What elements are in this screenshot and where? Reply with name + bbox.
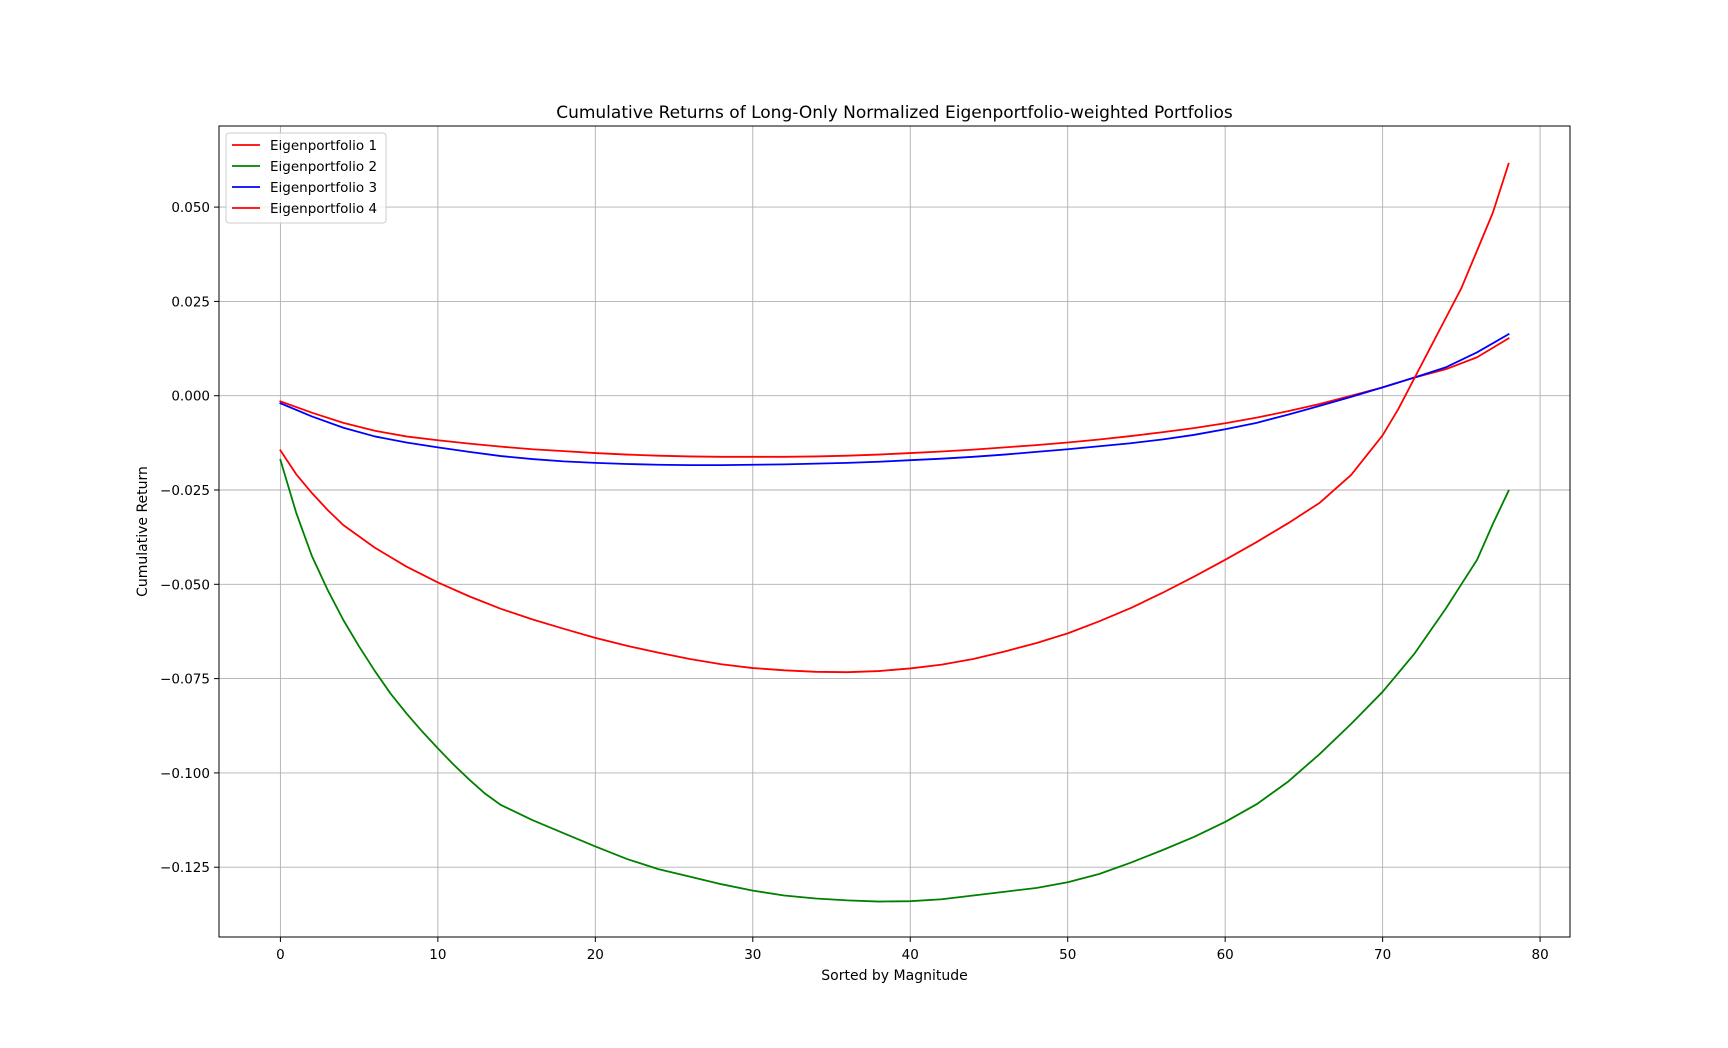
legend-label: Eigenportfolio 4 bbox=[270, 201, 377, 217]
legend-label: Eigenportfolio 2 bbox=[270, 159, 377, 175]
x-axis-label: Sorted by Magnitude bbox=[821, 968, 967, 984]
series-line-1 bbox=[279, 337, 1510, 458]
series-line-2 bbox=[279, 458, 1510, 903]
y-tick-label: 0.050 bbox=[171, 200, 210, 216]
y-tick-label: −0.075 bbox=[160, 672, 210, 688]
axes-frame bbox=[218, 125, 1571, 938]
x-tick-label: 80 bbox=[1531, 947, 1548, 963]
y-tick-label: −0.025 bbox=[160, 483, 210, 499]
series-layer bbox=[279, 162, 1510, 903]
x-tick-label: 50 bbox=[1059, 947, 1076, 963]
y-tick-label: −0.125 bbox=[160, 860, 210, 876]
chart-title: Cumulative Returns of Long-Only Normaliz… bbox=[556, 103, 1233, 123]
x-tick-label: 0 bbox=[276, 947, 285, 963]
x-axis-ticks: 0 10 20 30 40 50 60 70 80 bbox=[276, 937, 1549, 963]
legend-label: Eigenportfolio 3 bbox=[270, 180, 377, 196]
y-tick-label: −0.100 bbox=[160, 766, 210, 782]
x-tick-label: 20 bbox=[587, 947, 604, 963]
grid-layer bbox=[219, 126, 1570, 937]
x-tick-label: 40 bbox=[902, 947, 919, 963]
legend: Eigenportfolio 1 Eigenportfolio 2 Eigenpor… bbox=[225, 132, 387, 224]
x-tick-label: 10 bbox=[429, 947, 446, 963]
legend-box bbox=[225, 132, 387, 224]
series-line-4 bbox=[279, 162, 1510, 674]
series-line-3 bbox=[279, 332, 1510, 467]
y-tick-label: 0.000 bbox=[171, 389, 210, 405]
x-tick-label: 30 bbox=[744, 947, 761, 963]
legend-label: Eigenportfolio 1 bbox=[270, 138, 377, 154]
x-tick-label: 60 bbox=[1217, 947, 1234, 963]
y-axis-ticks: 0.050 0.025 0.000 −0.025 −0.050 −0.075 −0.100 −… bbox=[160, 200, 219, 876]
y-tick-label: −0.050 bbox=[160, 577, 210, 593]
y-tick-label: 0.025 bbox=[171, 294, 210, 310]
x-tick-label: 70 bbox=[1374, 947, 1391, 963]
y-axis-label: Cumulative Return bbox=[135, 466, 151, 597]
